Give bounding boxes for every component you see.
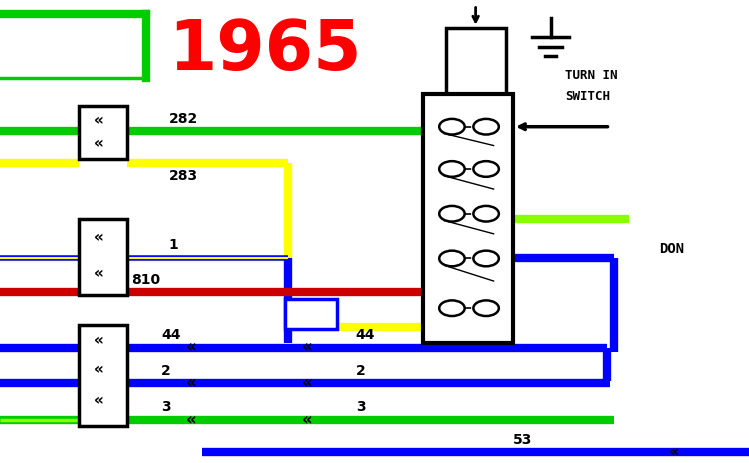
- Text: 44: 44: [161, 328, 181, 342]
- Text: SWITCH: SWITCH: [565, 90, 610, 103]
- Bar: [79, 219, 127, 294]
- Text: 1965: 1965: [169, 17, 362, 84]
- Bar: [79, 106, 127, 159]
- Text: «: «: [302, 411, 312, 429]
- Text: 282: 282: [169, 112, 198, 125]
- Text: 3: 3: [356, 400, 366, 414]
- Text: «: «: [94, 230, 104, 245]
- Text: 810: 810: [131, 273, 160, 287]
- Text: DON: DON: [659, 242, 685, 256]
- Text: «: «: [94, 137, 104, 151]
- Text: «: «: [186, 338, 196, 357]
- Text: 2: 2: [161, 363, 171, 377]
- Text: «: «: [94, 333, 104, 348]
- Text: «: «: [94, 113, 104, 128]
- Text: TURN IN: TURN IN: [565, 69, 618, 82]
- Text: 1: 1: [169, 238, 178, 252]
- Bar: [285, 299, 337, 329]
- Bar: [423, 94, 513, 343]
- Text: 283: 283: [169, 169, 198, 183]
- Text: «: «: [302, 374, 312, 392]
- Bar: [446, 28, 506, 101]
- Text: 2: 2: [356, 363, 366, 377]
- Text: «: «: [669, 443, 679, 461]
- Text: «: «: [186, 411, 196, 429]
- Bar: [79, 325, 127, 426]
- Text: «: «: [302, 338, 312, 357]
- Text: 44: 44: [356, 328, 375, 342]
- Text: «: «: [94, 393, 104, 408]
- Text: «: «: [94, 266, 104, 281]
- Text: 3: 3: [161, 400, 171, 414]
- Text: «: «: [186, 374, 196, 392]
- Text: 53: 53: [513, 432, 533, 447]
- Text: «: «: [94, 362, 104, 377]
